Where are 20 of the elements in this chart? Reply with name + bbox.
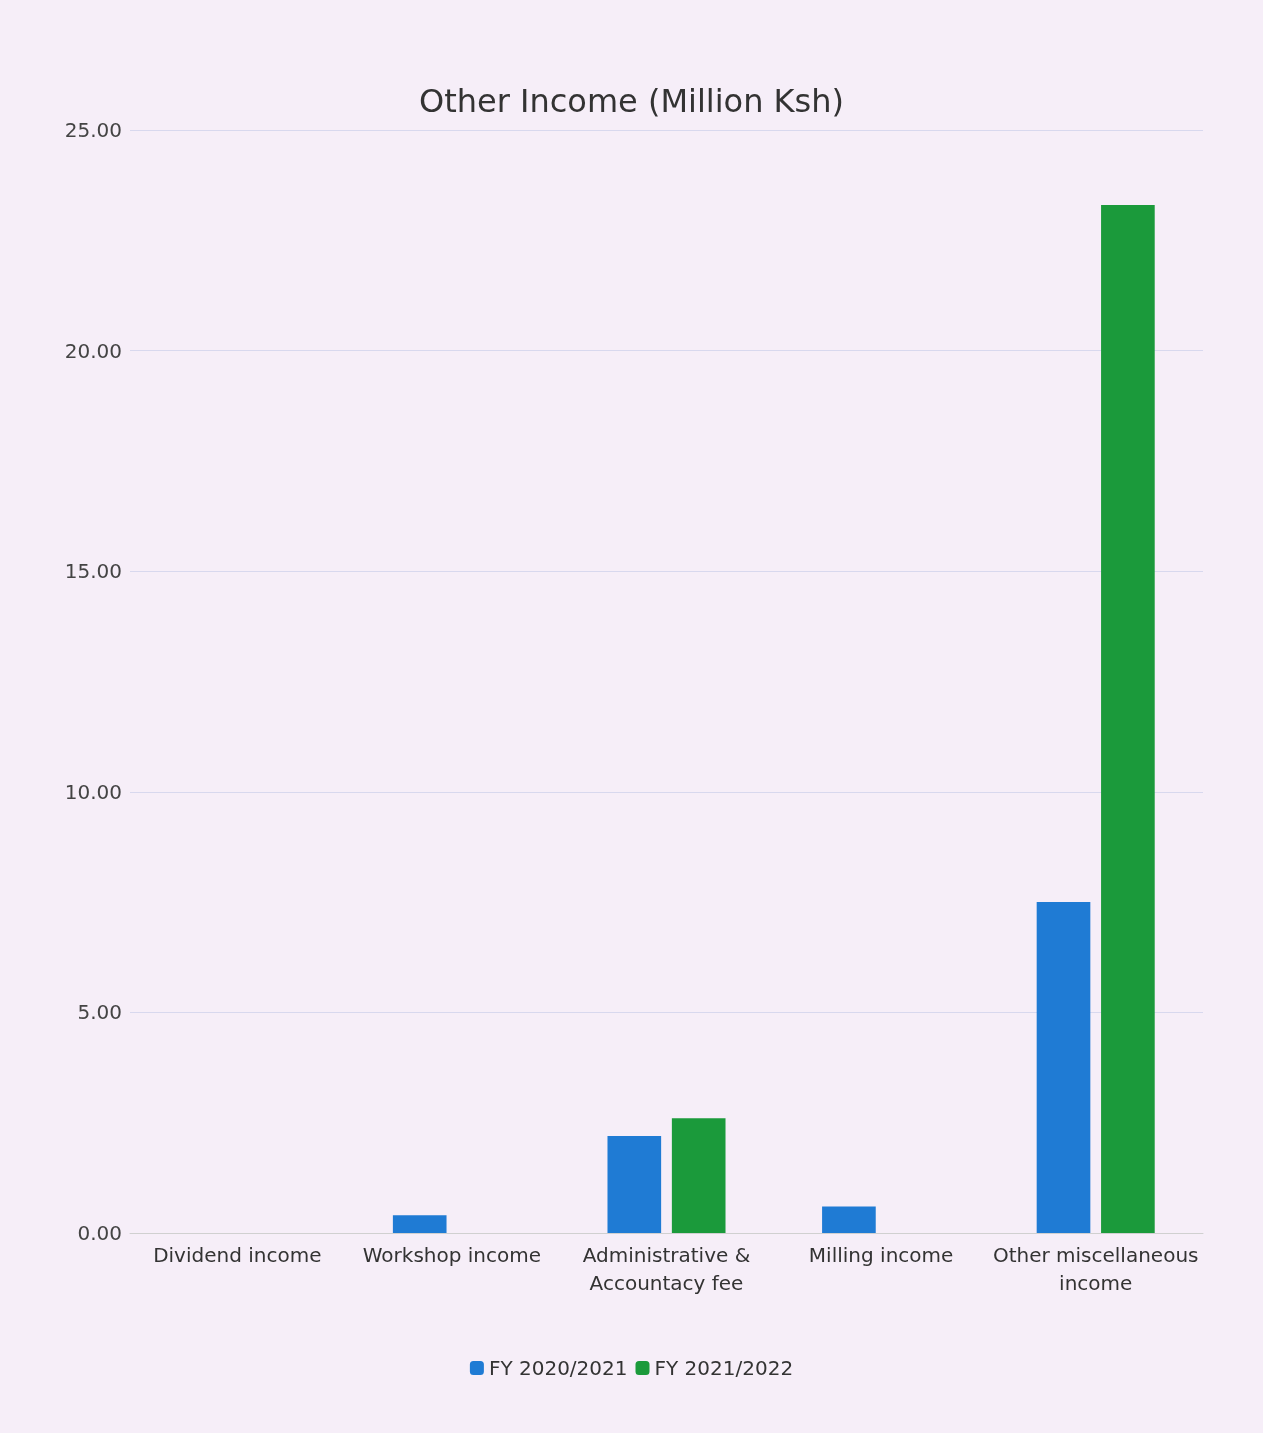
y-tick-label: 20.00 bbox=[64, 338, 122, 363]
x-tick-label: Dividend income bbox=[153, 1243, 322, 1267]
legend-label: FY 2020/2021 bbox=[488, 1356, 628, 1380]
y-tick-label: 10.00 bbox=[64, 779, 122, 804]
x-tick-label: Other miscellaneous income bbox=[992, 1243, 1199, 1295]
y-tick-label: 0.00 bbox=[77, 1221, 122, 1245]
bar bbox=[1036, 902, 1091, 1233]
legend-label: FY 2021/2022 bbox=[654, 1356, 794, 1380]
bar bbox=[1101, 205, 1155, 1233]
y-tick-label: 5.00 bbox=[77, 1000, 122, 1025]
x-tick-label: Administrative & Accountacy fee bbox=[582, 1243, 751, 1295]
bar bbox=[392, 1215, 447, 1233]
bar bbox=[822, 1206, 876, 1233]
y-tick-label: 15.00 bbox=[64, 559, 122, 584]
bar bbox=[607, 1135, 662, 1233]
y-tick-label: 25.00 bbox=[64, 118, 122, 142]
x-tick-label: Workshop income bbox=[362, 1243, 542, 1267]
x-tick-label: Milling income bbox=[808, 1243, 954, 1267]
bar bbox=[671, 1118, 726, 1233]
chart-title: Other Income (Million Ksh) bbox=[418, 82, 845, 120]
